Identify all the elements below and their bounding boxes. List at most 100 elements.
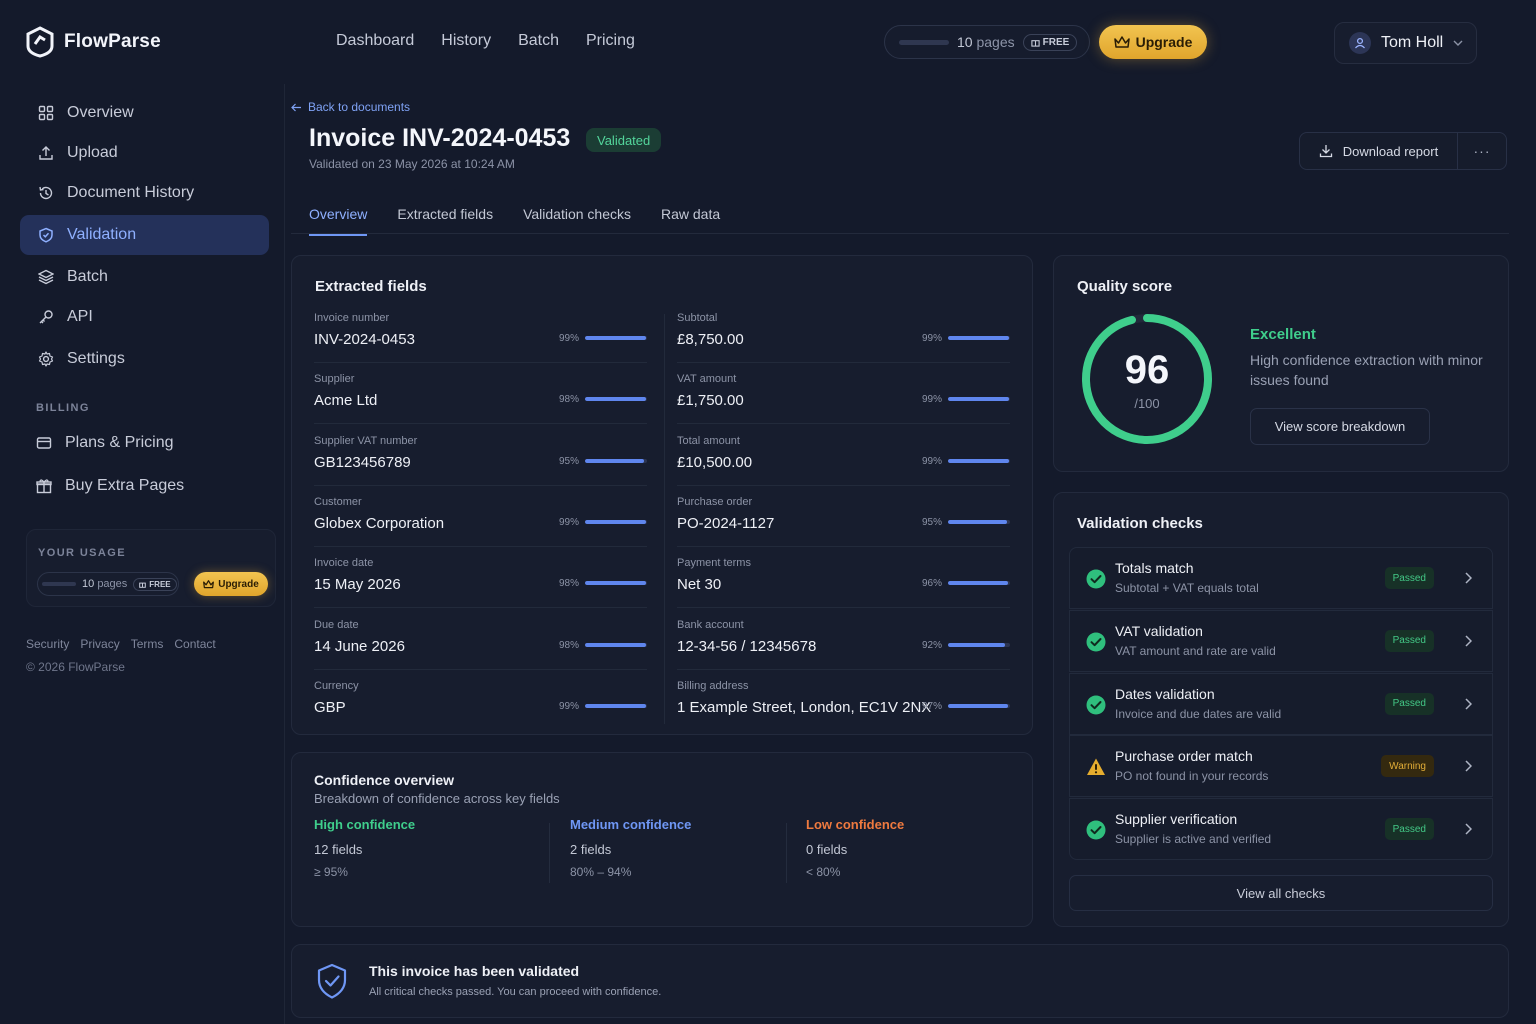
confidence-overview-title: Confidence overview [314,772,455,788]
field-label: Bank account [677,618,744,631]
crown-icon [203,579,215,588]
confidence-group-count: 12 fields [314,842,363,857]
tab-extracted-fields[interactable]: Extracted fields [397,206,494,222]
validation-check-row[interactable]: Totals match Subtotal + VAT equals total P… [1069,547,1493,609]
sidebar-item-api[interactable]: API [20,297,269,337]
sidebar-usage-indicator[interactable]: 10 pages FREE [37,572,179,596]
field-value: 15 May 2026 [314,576,401,594]
check-title: Dates validation [1115,685,1215,702]
check-status-badge: Passed [1384,692,1434,715]
footer-link-privacy[interactable]: Privacy [80,637,120,651]
extracted-field[interactable]: Customer Globex Corporation 99% [314,496,647,557]
view-all-checks-button[interactable]: View all checks [1069,875,1493,911]
nav-dashboard[interactable]: Dashboard [336,32,415,49]
tabs-divider [291,233,1509,234]
tab-overview[interactable]: Overview [309,206,368,236]
confidence-group-count: 2 fields [570,842,612,857]
sidebar-item-validation[interactable]: Validation [20,215,269,255]
extracted-field[interactable]: Payment terms Net 30 96% [677,557,1010,618]
field-divider [314,668,647,670]
sidebar-upgrade-button[interactable]: Upgrade [194,572,268,596]
tab-validation-checks[interactable]: Validation checks [523,206,631,222]
plan-name: FREE [1042,36,1070,48]
check-status-badge: Passed [1384,629,1434,652]
footer-link-terms[interactable]: Terms [130,637,164,651]
sidebar-item-settings[interactable]: Settings [20,339,269,379]
usage-unit: pages [976,34,1015,50]
sidebar-item-upload[interactable]: Upload [20,133,269,173]
confidence-bar [585,458,647,463]
validation-check-row[interactable]: VAT validation VAT amount and rate are va… [1069,609,1493,672]
validation-check-row[interactable]: Purchase order match PO not found in your… [1069,735,1493,798]
footer-links: Security Privacy Terms Contact [26,637,216,651]
card-icon [36,437,52,449]
confidence-bar-fill [585,703,647,708]
user-menu[interactable]: Tom Holl [1334,22,1477,64]
extracted-field[interactable]: Currency GBP 99% [314,680,647,741]
validation-check-row[interactable]: Dates validation Invoice and due dates ar… [1069,672,1493,735]
confidence-bar [948,458,1010,463]
confidence-group-name: High confidence [314,817,416,832]
banner-title: This invoice has been validated [369,963,580,979]
check-circle-icon [1086,569,1106,589]
nav-history[interactable]: History [441,32,492,49]
sidebar-item-label: Plans & Pricing [65,434,174,451]
confidence-group-range: 80% – 94% [570,865,632,879]
usage-track [42,582,76,586]
sidebar-item-buy-extra-pages[interactable]: Buy Extra Pages [20,466,269,506]
check-status-badge: Passed [1384,567,1434,589]
tab-raw-data[interactable]: Raw data [661,206,721,222]
app-logo[interactable]: FlowParse [26,26,161,58]
field-confidence: 99% [558,700,579,712]
sidebar-item-label: Document History [67,184,195,201]
usage-indicator[interactable]: 10 pages FREE [884,25,1090,59]
download-report-button[interactable]: Download report [1300,133,1458,169]
check-subtitle: Invoice and due dates are valid [1115,706,1282,721]
extracted-field[interactable]: VAT amount £1,750.00 99% [677,373,1010,434]
field-value: £1,750.00 [677,392,744,410]
extracted-field[interactable]: Bank account 12-34-56 / 12345678 92% [677,619,1010,680]
field-label: Subtotal [677,312,718,324]
extracted-field[interactable]: Subtotal £8,750.00 99% [677,312,1010,373]
extracted-field[interactable]: Due date 14 June 2026 98% [314,619,647,680]
nav-pricing[interactable]: Pricing [585,32,635,49]
layers-icon [38,269,54,285]
confidence-bar-fill [948,642,1006,647]
extracted-field[interactable]: Supplier VAT number GB123456789 95% [314,435,647,496]
confidence-bar-fill [585,519,647,524]
extracted-field[interactable]: Supplier Acme Ltd 98% [314,373,647,434]
view-score-breakdown-button[interactable]: View score breakdown [1250,408,1430,445]
quality-description: High confidence extraction with minor is… [1250,352,1483,388]
footer-link-security[interactable]: Security [26,637,70,651]
confidence-divider [786,823,787,883]
sidebar-item-plans-pricing[interactable]: Plans & Pricing [20,423,269,463]
tab-bar: Overview Extracted fields Validation che… [309,206,720,236]
extracted-field[interactable]: Invoice number INV-2024-0453 99% [314,312,647,373]
confidence-group-name: Medium confidence [570,817,692,832]
more-options-button[interactable]: ··· [1458,143,1506,159]
user-icon [1355,37,1365,49]
extracted-field[interactable]: Invoice date 15 May 2026 98% [314,557,647,618]
extracted-field[interactable]: Total amount £10,500.00 99% [677,435,1010,496]
plan-badge: FREE [133,577,177,591]
confidence-divider [549,823,550,883]
validation-check-row[interactable]: Supplier verification Supplier is active … [1069,798,1493,861]
field-label: VAT amount [677,373,737,386]
sidebar-item-batch[interactable]: Batch [20,257,269,297]
field-label: Billing address [677,679,749,692]
back-link[interactable]: Back to documents [291,100,410,114]
sidebar-item-overview[interactable]: Overview [20,93,269,133]
upgrade-button[interactable]: Upgrade [1099,25,1207,59]
extracted-field[interactable]: Billing address 1 Example Street, London,… [677,680,1010,741]
extracted-field[interactable]: Purchase order PO-2024-1127 95% [677,496,1010,557]
copyright: © 2026 FlowParse [26,660,125,674]
confidence-bar [948,397,1010,402]
footer-link-contact[interactable]: Contact [174,637,216,651]
chevron-right-icon [1465,635,1472,647]
chevron-right-icon [1465,572,1472,584]
upload-icon [39,146,53,160]
field-confidence: 95% [921,516,942,528]
upgrade-label: Upgrade [1135,34,1193,50]
nav-batch[interactable]: Batch [518,32,559,49]
sidebar-item-document-history[interactable]: Document History [20,173,269,213]
